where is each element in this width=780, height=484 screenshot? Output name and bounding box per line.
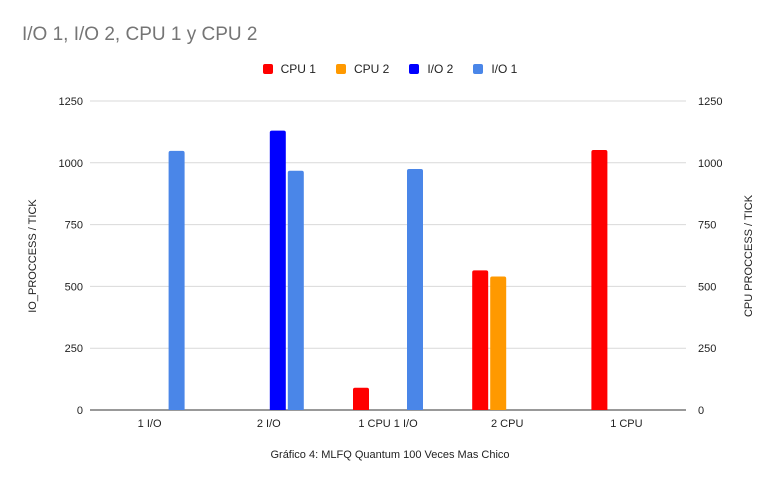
- bar: [591, 149, 608, 410]
- bar: [472, 270, 489, 410]
- legend-label: I/O 1: [491, 62, 518, 76]
- y-axis-label-left: IO_PROCCESS / TICK: [27, 199, 39, 313]
- legend-item: I/O 1: [473, 62, 517, 76]
- x-tick-label: 1 CPU 1 I/O: [358, 418, 418, 430]
- x-tick-label: 1 CPU: [610, 418, 642, 430]
- legend-label: CPU 2: [353, 62, 390, 76]
- legend-label: I/O 2: [427, 62, 454, 76]
- legend-swatch: [409, 64, 420, 74]
- y-axis-label-right: CPU PROCCESS / TICK: [743, 194, 755, 317]
- bar: [269, 130, 286, 410]
- bar: [353, 387, 369, 410]
- legend-swatch: [335, 64, 346, 74]
- bar: [168, 150, 185, 411]
- bar: [407, 168, 423, 410]
- grid-lines: [90, 100, 686, 411]
- x-tick-label: 1 I/O: [138, 418, 162, 430]
- legend-item: I/O 2: [409, 62, 453, 76]
- x-axis-caption: Gráfico 4: MLFQ Quantum 100 Veces Mas Ch…: [270, 449, 509, 461]
- y-tick-label-right: 1250: [698, 96, 722, 108]
- bar: [490, 276, 507, 410]
- y-tick-label-left: 250: [65, 343, 83, 355]
- y-tick-label-left: 1000: [59, 158, 83, 170]
- y-tick-label-left: 0: [77, 405, 83, 417]
- legend-label: CPU 1: [280, 62, 316, 76]
- y-tick-label-left: 750: [65, 220, 83, 232]
- x-tick-label: 2 I/O: [257, 418, 281, 430]
- chart-title: I/O 1, I/O 2, CPU 1 y CPU 2: [22, 24, 258, 45]
- y-tick-label-right: 750: [698, 220, 716, 232]
- legend-swatch: [473, 64, 484, 74]
- legend: CPU 1 CPU 2 I/O 2 I/O 1: [0, 62, 780, 76]
- legend-swatch: [262, 64, 273, 74]
- bars: [168, 130, 608, 411]
- x-tick-label: 2 CPU: [491, 418, 523, 430]
- y-tick-label-right: 0: [698, 405, 704, 417]
- y-tick-label-right: 1000: [698, 158, 722, 170]
- legend-item: CPU 2: [335, 62, 390, 76]
- y-tick-label-right: 250: [698, 343, 716, 355]
- y-tick-label-left: 500: [65, 281, 83, 293]
- legend-item: CPU 1: [262, 62, 316, 76]
- axes: 0 0 250 250 500 500 750 750 1000 1000 1250 1250 1 I/…: [59, 96, 723, 430]
- bar: [287, 170, 304, 410]
- y-tick-label-left: 1250: [59, 96, 83, 108]
- y-tick-label-right: 500: [698, 281, 716, 293]
